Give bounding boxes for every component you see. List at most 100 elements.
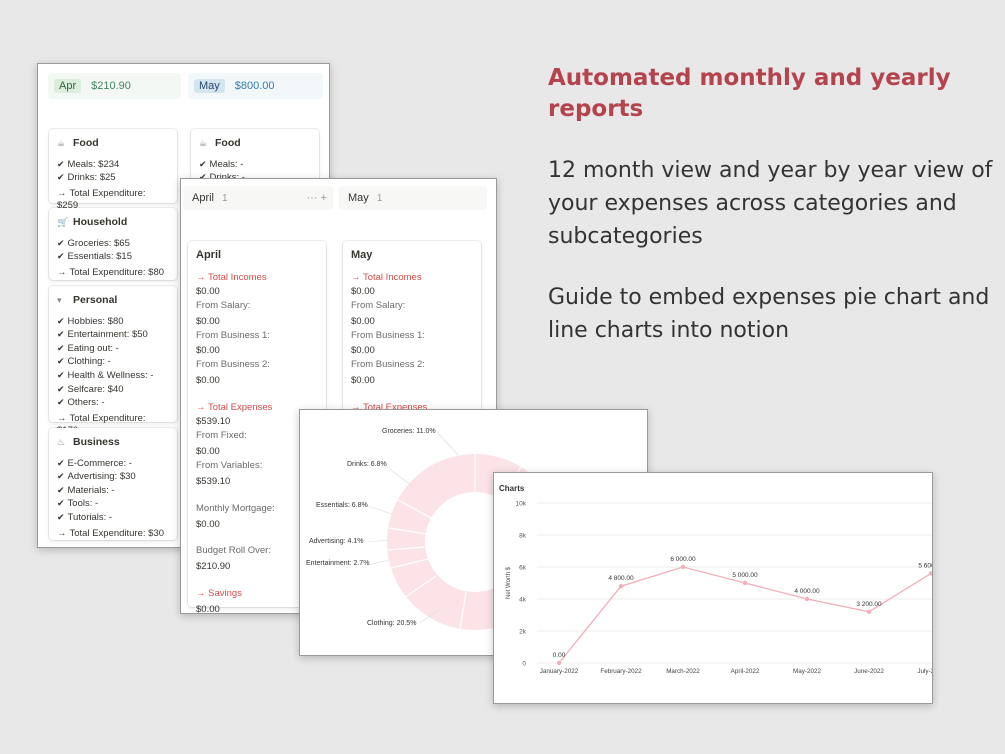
shirt-icon: ▾ xyxy=(57,295,62,305)
may-tag: May xyxy=(194,79,225,93)
value: $0.00 xyxy=(196,518,220,530)
slice-divider xyxy=(397,499,432,519)
label: Monthly Mortgage: xyxy=(196,502,275,514)
card-business[interactable]: ♨ Business E-Commerce: - Advertising: $30… xyxy=(49,428,177,540)
card-row: Clothing: - xyxy=(57,355,169,369)
summary-may[interactable]: May $800.00 xyxy=(188,73,323,99)
value: $0.00 xyxy=(351,285,375,297)
may-amount: $800.00 xyxy=(234,80,275,92)
value: $539.10 xyxy=(196,416,231,428)
leader-line xyxy=(385,465,413,487)
leader-line xyxy=(367,559,390,566)
data-point xyxy=(680,564,686,570)
pie-label-entertainment: Entertainment: 2.7% xyxy=(306,560,370,567)
data-label: 4 800.00 xyxy=(608,575,634,582)
card-total: Total Expenditure: $30 xyxy=(57,528,169,541)
card-household[interactable]: 🛒 Household Groceries: $65 Essentials: $1… xyxy=(49,208,177,280)
slice-divider xyxy=(387,546,426,551)
apr-amount: $210.90 xyxy=(91,80,131,92)
column-actions[interactable]: ··· + xyxy=(306,192,327,204)
card-total: Total Expenditure: $80 xyxy=(57,267,169,280)
label-total-expenses: Total Expenses xyxy=(362,402,428,414)
leader-line xyxy=(367,539,389,543)
pie-label-essentials: Essentials: 6.8% xyxy=(316,502,368,509)
card-row: Others: - xyxy=(57,396,169,410)
pie-label-advertising: Advertising: 4.1% xyxy=(309,538,364,545)
data-label: 5 000.00 xyxy=(732,572,758,579)
data-point xyxy=(618,584,624,589)
chart-title: Charts xyxy=(499,484,525,493)
value: $0.00 xyxy=(196,375,220,387)
x-tick-label: March-2022 xyxy=(666,668,700,675)
pie-label-groceries: Groceries: 11.0% xyxy=(382,428,436,435)
leader-line xyxy=(419,609,439,624)
card-row: Essentials: $15 xyxy=(57,250,169,264)
label-savings: Savings xyxy=(208,588,242,600)
card-row: Tutorials: - xyxy=(57,511,169,525)
data-label: 6 000.00 xyxy=(670,556,696,563)
card-row: Hobbies: $80 xyxy=(57,315,169,329)
card-total: Total Expenditure: $259 xyxy=(57,188,169,213)
data-point xyxy=(866,609,872,614)
y-tick-label: 6k xyxy=(519,565,527,572)
y-tick-label: 10k xyxy=(516,501,527,508)
y-axis-label: Net Worth $ xyxy=(506,566,512,599)
value: $0.00 xyxy=(351,345,375,357)
paragraph-views: 12 month view and year by year view of y… xyxy=(548,158,993,249)
card-row: Groceries: $65 xyxy=(57,237,169,251)
x-tick-label: January-2022 xyxy=(540,668,579,675)
x-tick-label: February-2022 xyxy=(600,668,642,675)
card-title: Household xyxy=(73,216,128,228)
card-row: Tools: - xyxy=(57,497,169,511)
value: $0.00 xyxy=(196,604,220,614)
value: $0.00 xyxy=(351,315,375,327)
y-tick-label: 8k xyxy=(519,533,527,540)
data-label: 0.00 xyxy=(553,652,566,659)
value: $210.90 xyxy=(196,561,231,573)
column-count: 1 xyxy=(376,192,383,204)
card-personal[interactable]: ▾ Personal Hobbies: $80 Entertainment: $5… xyxy=(49,286,177,436)
data-point xyxy=(804,596,810,602)
x-tick-label: July-2022 xyxy=(917,668,933,675)
card-row: Advertising: $30 xyxy=(57,470,169,484)
column-header-april[interactable]: April 1 ··· + xyxy=(183,186,333,210)
card-title: Food xyxy=(73,137,99,149)
card-row: Meals: $234 xyxy=(57,158,169,172)
label: Budget Roll Over: xyxy=(196,545,271,557)
card-row: Drinks: $25 xyxy=(57,171,169,185)
label: From Variables: xyxy=(196,459,263,471)
slice-divider xyxy=(388,527,427,535)
card-food-apr[interactable]: ☕ Food Meals: $234 Drinks: $25 Total Expe… xyxy=(49,129,177,211)
cart-icon: 🛒 xyxy=(57,217,69,227)
card-row: Eating out: - xyxy=(57,342,169,356)
line-chart: 0 2k 4k 6k 8k 10k Net Worth $ 0.00 January-2022 4… xyxy=(506,501,933,675)
column-title: May xyxy=(348,192,369,204)
value: $0.00 xyxy=(351,375,375,387)
data-point xyxy=(928,571,932,576)
column-header-may[interactable]: May 1 xyxy=(339,186,487,210)
label-total-expenses: Total Expenses xyxy=(207,402,273,414)
headline: Automated monthly and yearly reports xyxy=(548,65,951,122)
label: From Salary: xyxy=(196,299,251,311)
value: $0.00 xyxy=(196,285,220,297)
label: From Fixed: xyxy=(196,429,247,441)
label: From Business 2: xyxy=(351,359,425,371)
data-label: 4 000.00 xyxy=(794,588,820,595)
leader-line xyxy=(437,432,459,456)
card-row: Meals: - xyxy=(199,158,311,172)
y-tick-label: 0 xyxy=(522,661,526,668)
card-row: Materials: - xyxy=(57,484,169,498)
value: $0.00 xyxy=(196,345,220,357)
label: From Business 1: xyxy=(196,329,270,341)
apr-tag: Apr xyxy=(54,79,82,93)
card-title: Business xyxy=(73,436,120,448)
summary-apr[interactable]: Apr $210.90 xyxy=(48,73,181,99)
card-row: E-Commerce: - xyxy=(57,457,169,471)
label-total-incomes: Total Incomes xyxy=(362,271,422,283)
card-row: Selfcare: $40 xyxy=(57,383,169,397)
paragraph-guide: Guide to embed expenses pie chart and li… xyxy=(548,285,990,343)
label: From Salary: xyxy=(351,299,406,311)
bag-icon: ♨ xyxy=(57,437,66,447)
pie-label-clothing: Clothing: 20.5% xyxy=(367,620,417,627)
x-tick-label: May-2022 xyxy=(793,668,821,675)
